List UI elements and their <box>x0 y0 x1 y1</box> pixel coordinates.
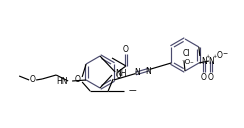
Text: +: + <box>206 55 210 60</box>
Text: —: — <box>128 87 136 95</box>
Text: N: N <box>145 67 151 76</box>
Text: ⁻O–: ⁻O– <box>182 59 194 65</box>
Text: −: − <box>222 51 227 56</box>
Text: O: O <box>74 76 80 84</box>
Text: O: O <box>115 72 121 81</box>
Text: N: N <box>134 68 140 77</box>
Text: +: + <box>213 55 217 60</box>
Text: HN: HN <box>57 77 68 86</box>
Text: O: O <box>208 72 214 82</box>
Text: O: O <box>217 51 223 61</box>
Text: O: O <box>29 76 35 84</box>
Text: Cl: Cl <box>182 50 190 58</box>
Text: N: N <box>201 56 207 66</box>
Text: N: N <box>208 56 214 66</box>
Text: O: O <box>123 45 129 54</box>
Text: O: O <box>201 72 207 82</box>
Text: NH: NH <box>115 70 126 78</box>
